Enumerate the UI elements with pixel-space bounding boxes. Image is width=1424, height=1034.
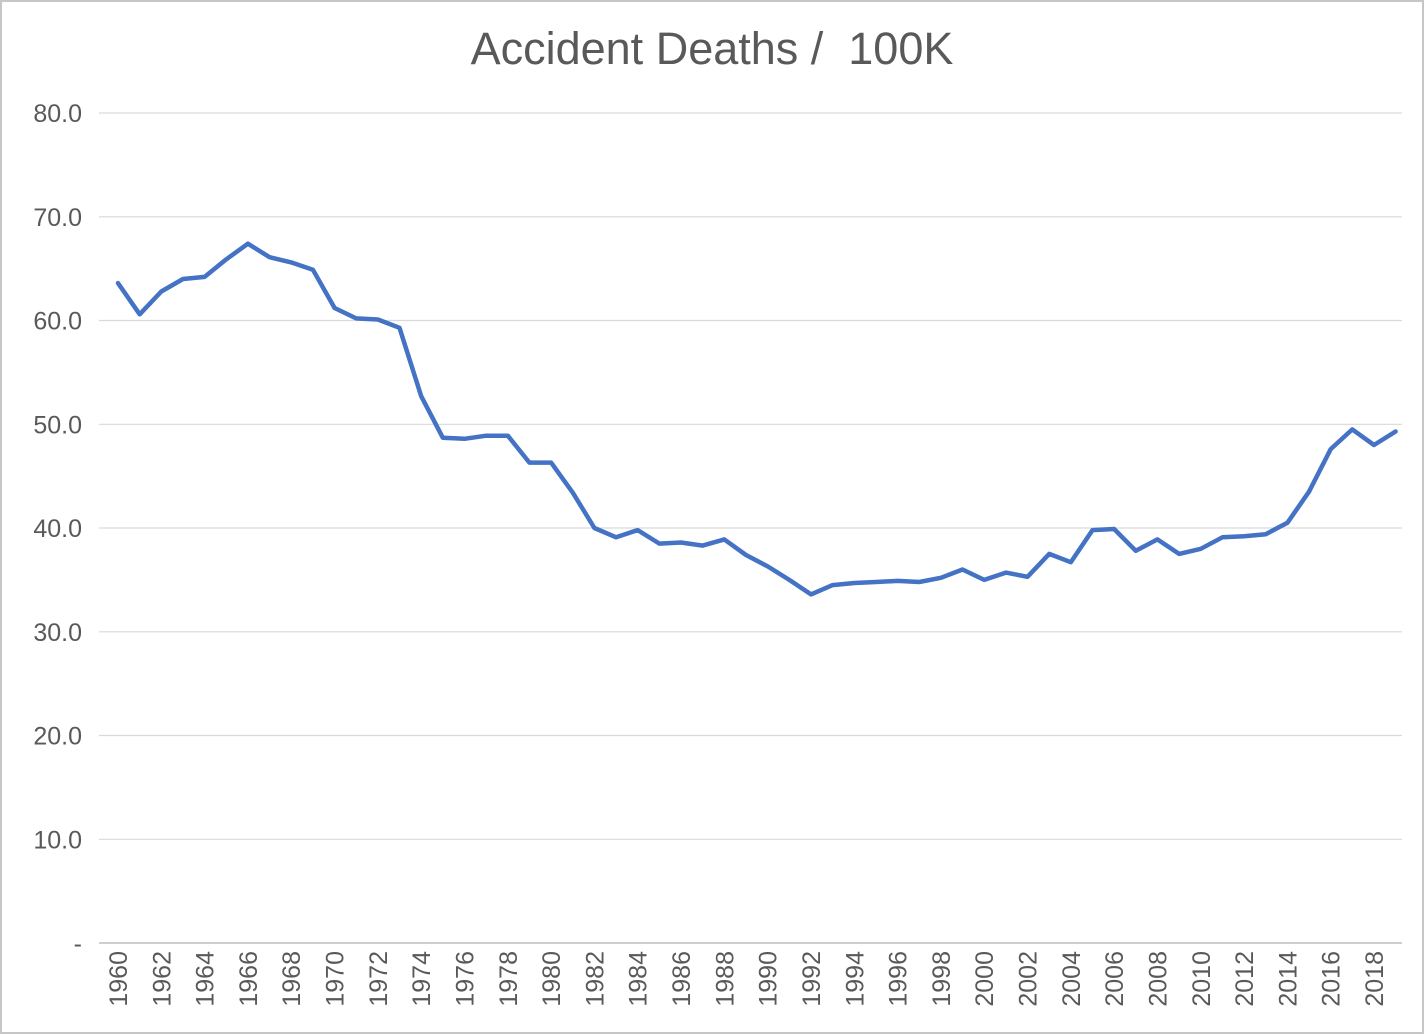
y-axis-tick-label: 20.0 bbox=[33, 723, 82, 751]
x-axis-tick-label: 1970 bbox=[322, 951, 350, 1007]
x-axis-tick-label: 1968 bbox=[278, 951, 306, 1007]
x-axis-tick-label: 1966 bbox=[235, 951, 263, 1007]
x-axis-tick-label: 1992 bbox=[798, 951, 826, 1007]
x-axis-tick-label: 1976 bbox=[452, 951, 480, 1007]
x-axis-tick-label: 2010 bbox=[1188, 951, 1216, 1007]
x-axis-tick-label: 1964 bbox=[192, 951, 220, 1007]
x-axis-tick-label: 1996 bbox=[885, 951, 913, 1007]
x-axis-tick-label: 2006 bbox=[1101, 951, 1129, 1007]
y-axis-tick-label: 40.0 bbox=[33, 515, 82, 543]
chart-title: Accident Deaths / 100K bbox=[470, 23, 954, 74]
x-axis-tick-label: 2018 bbox=[1361, 951, 1389, 1007]
x-axis-tick-label: 1980 bbox=[538, 951, 566, 1007]
data-line-series bbox=[115, 241, 1398, 597]
x-axis-tick-label: 2000 bbox=[971, 951, 999, 1007]
y-axis-tick-label: 70.0 bbox=[33, 204, 82, 232]
y-axis-tick-label: 50.0 bbox=[33, 411, 82, 439]
x-axis-tick-label: 2004 bbox=[1058, 951, 1086, 1007]
x-axis-tick-label: 1984 bbox=[625, 951, 653, 1007]
x-axis-tick-label: 1988 bbox=[711, 951, 739, 1007]
x-axis-tick-label: 1962 bbox=[148, 951, 176, 1007]
y-axis-tick-label: 10.0 bbox=[33, 826, 82, 854]
x-axis-tick-label: 2012 bbox=[1231, 951, 1259, 1007]
x-axis-tick-label: 1972 bbox=[365, 951, 393, 1007]
x-axis-tick-label: 1994 bbox=[841, 951, 869, 1007]
x-axis-tick-label: 2014 bbox=[1274, 951, 1302, 1007]
x-axis-tick-label: 1982 bbox=[581, 951, 609, 1007]
x-axis-tick-label: 2016 bbox=[1318, 951, 1346, 1007]
x-axis-tick-label: 1974 bbox=[408, 951, 436, 1007]
x-axis-tick-label: 1960 bbox=[105, 951, 133, 1007]
x-axis-tick-label: 1990 bbox=[755, 951, 783, 1007]
y-axis-tick-label: - bbox=[74, 930, 82, 958]
y-axis-tick-label: 30.0 bbox=[33, 619, 82, 647]
x-axis-tick-label: 1998 bbox=[928, 951, 956, 1007]
x-axis-tick-label: 2002 bbox=[1015, 951, 1043, 1007]
y-axis-tick-label: 80.0 bbox=[33, 100, 82, 128]
y-axis-tick-label: 60.0 bbox=[33, 308, 82, 336]
x-axis-tick-label: 2008 bbox=[1144, 951, 1172, 1007]
x-axis-tick-label: 1978 bbox=[495, 951, 523, 1007]
x-axis-tick-label: 1986 bbox=[668, 951, 696, 1007]
